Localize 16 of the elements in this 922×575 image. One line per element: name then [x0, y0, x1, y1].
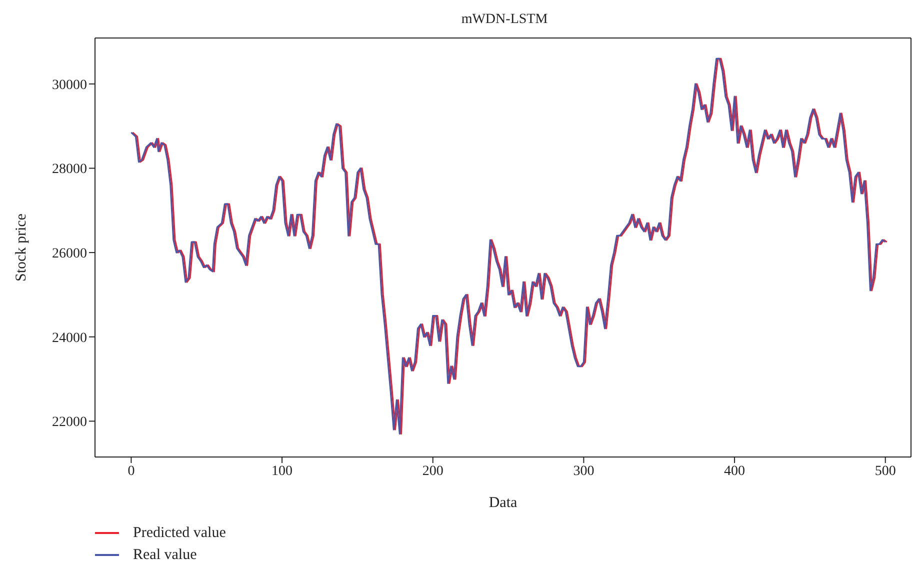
- x-tick-label: 500: [874, 464, 896, 479]
- y-axis-title: Stock price: [13, 213, 30, 282]
- chart-title: mWDN-LSTM: [460, 11, 549, 29]
- x-tick-label: 0: [128, 464, 135, 479]
- x-tick-label: 100: [272, 464, 293, 479]
- legend-label: Predicted value: [133, 524, 226, 542]
- y-tick-label: 28000: [52, 162, 87, 178]
- y-tick-label: 24000: [52, 330, 87, 346]
- x-tick-label: 400: [724, 464, 746, 479]
- x-axis-title: Data: [488, 495, 518, 511]
- y-tick-label: 26000: [52, 246, 87, 262]
- x-tick-label: 300: [573, 464, 594, 479]
- legend-label: Real value: [133, 546, 197, 564]
- y-tick-label: 30000: [52, 78, 87, 93]
- y-tick-label: 22000: [52, 415, 87, 430]
- x-tick-label: 200: [422, 464, 444, 479]
